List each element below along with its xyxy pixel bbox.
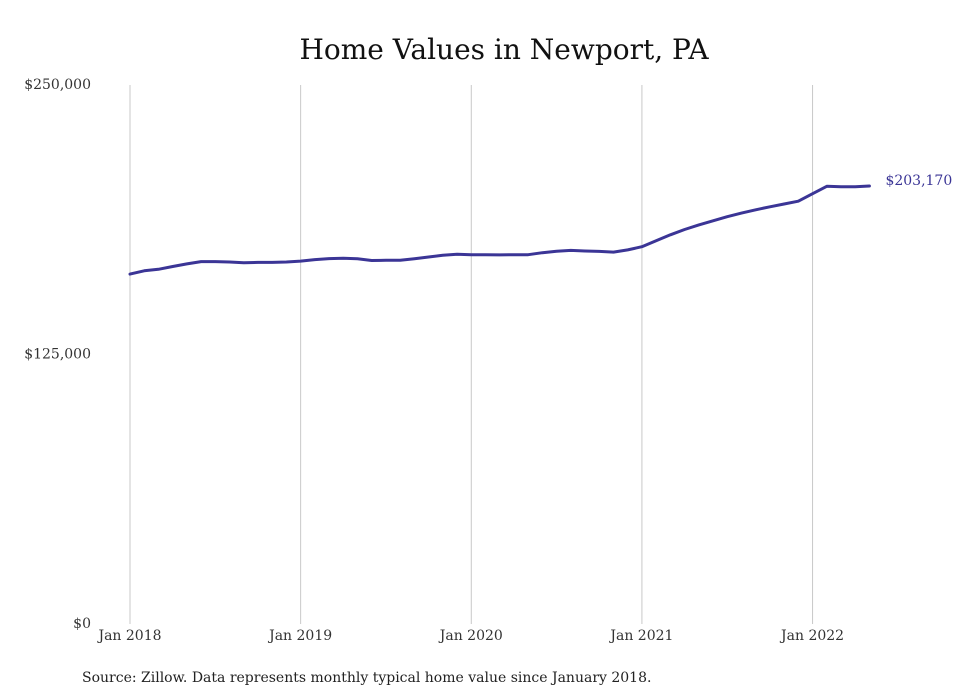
x-tick-label: Jan 2021: [608, 628, 673, 644]
chart-title: Home Values in Newport, PA: [299, 33, 709, 66]
x-tick-label: Jan 2020: [438, 628, 503, 644]
y-axis: $0 $125,000 $250,000: [24, 77, 91, 632]
y-tick-label: $250,000: [24, 77, 91, 93]
series-group: [128, 184, 871, 276]
source-note: Source: Zillow. Data represents monthly …: [82, 670, 651, 686]
x-tick-label: Jan 2022: [779, 628, 844, 644]
gridlines: [129, 85, 814, 624]
y-tick-label: $125,000: [24, 347, 91, 363]
y-tick-label: $0: [73, 616, 91, 632]
x-axis: Jan 2018 Jan 2019 Jan 2020 Jan 2021 Jan 2022: [96, 628, 844, 644]
x-tick-label: Jan 2019: [267, 628, 332, 644]
series-line-0: [128, 184, 871, 276]
last-value-label: $203,170: [885, 173, 952, 189]
x-tick-label: Jan 2018: [96, 628, 161, 644]
